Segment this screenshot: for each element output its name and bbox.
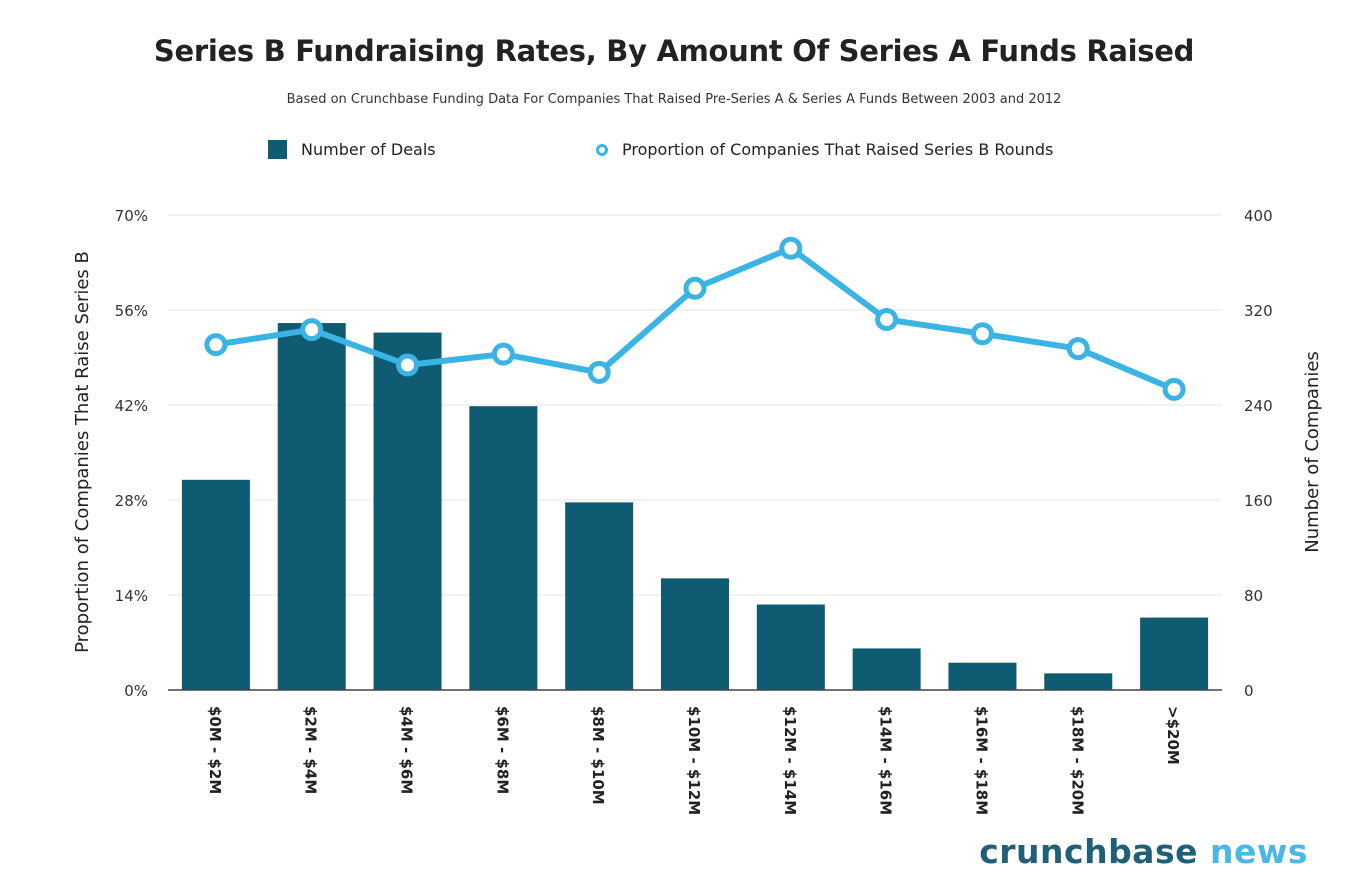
brand-logo: crunchbase news <box>979 832 1308 871</box>
line-point <box>300 318 324 342</box>
line-point <box>1066 337 1090 361</box>
line-point <box>1162 377 1186 401</box>
bar <box>661 578 729 690</box>
bar <box>756 604 825 690</box>
line-point <box>875 308 899 331</box>
bar <box>948 662 1017 690</box>
x-tick-label: $4M - $6M <box>398 706 416 794</box>
line-point <box>683 276 707 300</box>
bar <box>277 323 346 690</box>
legend-swatch-line <box>596 143 608 156</box>
line-point <box>396 353 420 377</box>
bar <box>1140 617 1209 690</box>
legend-label-proportion: Proportion of Companies That Raised Seri… <box>622 140 1054 159</box>
left-tick-label: 28% <box>115 492 148 510</box>
bar <box>181 479 250 690</box>
right-axis-label: Number of Companies <box>1302 351 1323 553</box>
left-axis-ticks: 0% 14% 28% 42% 56% 70% <box>115 207 148 700</box>
x-tick-label: $14M - $16M <box>877 706 895 815</box>
x-tick-label: $2M - $4M <box>302 706 320 794</box>
bar <box>1044 673 1113 690</box>
legend-label-deals: Number of Deals <box>301 140 436 159</box>
right-tick-label: 240 <box>1244 397 1273 415</box>
x-tick-label: $10M - $12M <box>685 706 703 815</box>
left-tick-label: 56% <box>115 302 148 320</box>
bar <box>852 648 921 690</box>
chart-title: Series B Fundraising Rates, By Amount Of… <box>153 34 1195 68</box>
bar <box>469 406 538 690</box>
left-axis-label: Proportion of Companies That Raise Serie… <box>72 251 93 653</box>
brand-part1: crunchbase <box>979 832 1198 871</box>
left-tick-label: 0% <box>124 682 148 700</box>
legend-item-deals: Number of Deals <box>268 140 436 159</box>
right-tick-label: 160 <box>1244 492 1273 510</box>
bar <box>373 332 442 690</box>
x-tick-label: $6M - $8M <box>493 706 511 794</box>
bar-series <box>181 323 1209 690</box>
chart-subtitle: Based on Crunchbase Funding Data For Com… <box>286 92 1062 107</box>
line-point <box>779 236 803 260</box>
x-axis-ticks: $0M - $2M $2M - $4M $4M - $6M $6M - $8M $8M … <box>206 706 1182 815</box>
x-tick-label: $0M - $2M <box>206 706 224 794</box>
left-tick-label: 14% <box>115 587 148 605</box>
right-tick-label: 0 <box>1244 682 1254 700</box>
right-tick-label: 320 <box>1244 302 1273 320</box>
legend-item-proportion: Proportion of Companies That Raised Seri… <box>596 140 1053 159</box>
bar <box>565 502 634 690</box>
line-point <box>491 342 515 366</box>
right-tick-label: 400 <box>1244 207 1273 225</box>
x-tick-label: $18M - $20M <box>1068 706 1086 815</box>
line-point <box>587 360 611 384</box>
line-point <box>970 322 994 346</box>
x-tick-label: $12M - $14M <box>781 706 799 815</box>
legend-swatch-bar <box>268 140 287 159</box>
right-axis-ticks: 0 80 160 240 320 400 <box>1244 207 1273 700</box>
line-point <box>204 333 228 357</box>
brand-part2: news <box>1209 832 1308 871</box>
legend: Number of Deals Proportion of Companies … <box>0 140 1348 166</box>
left-tick-label: 70% <box>115 207 148 225</box>
line-series <box>204 236 1186 401</box>
series-line <box>215 245 1176 393</box>
x-tick-label: $16M - $18M <box>972 706 990 815</box>
right-tick-label: 80 <box>1244 587 1263 605</box>
x-tick-label: $8M - $10M <box>589 706 607 805</box>
x-tick-label: >$20M <box>1164 706 1182 765</box>
left-tick-label: 42% <box>115 397 148 415</box>
